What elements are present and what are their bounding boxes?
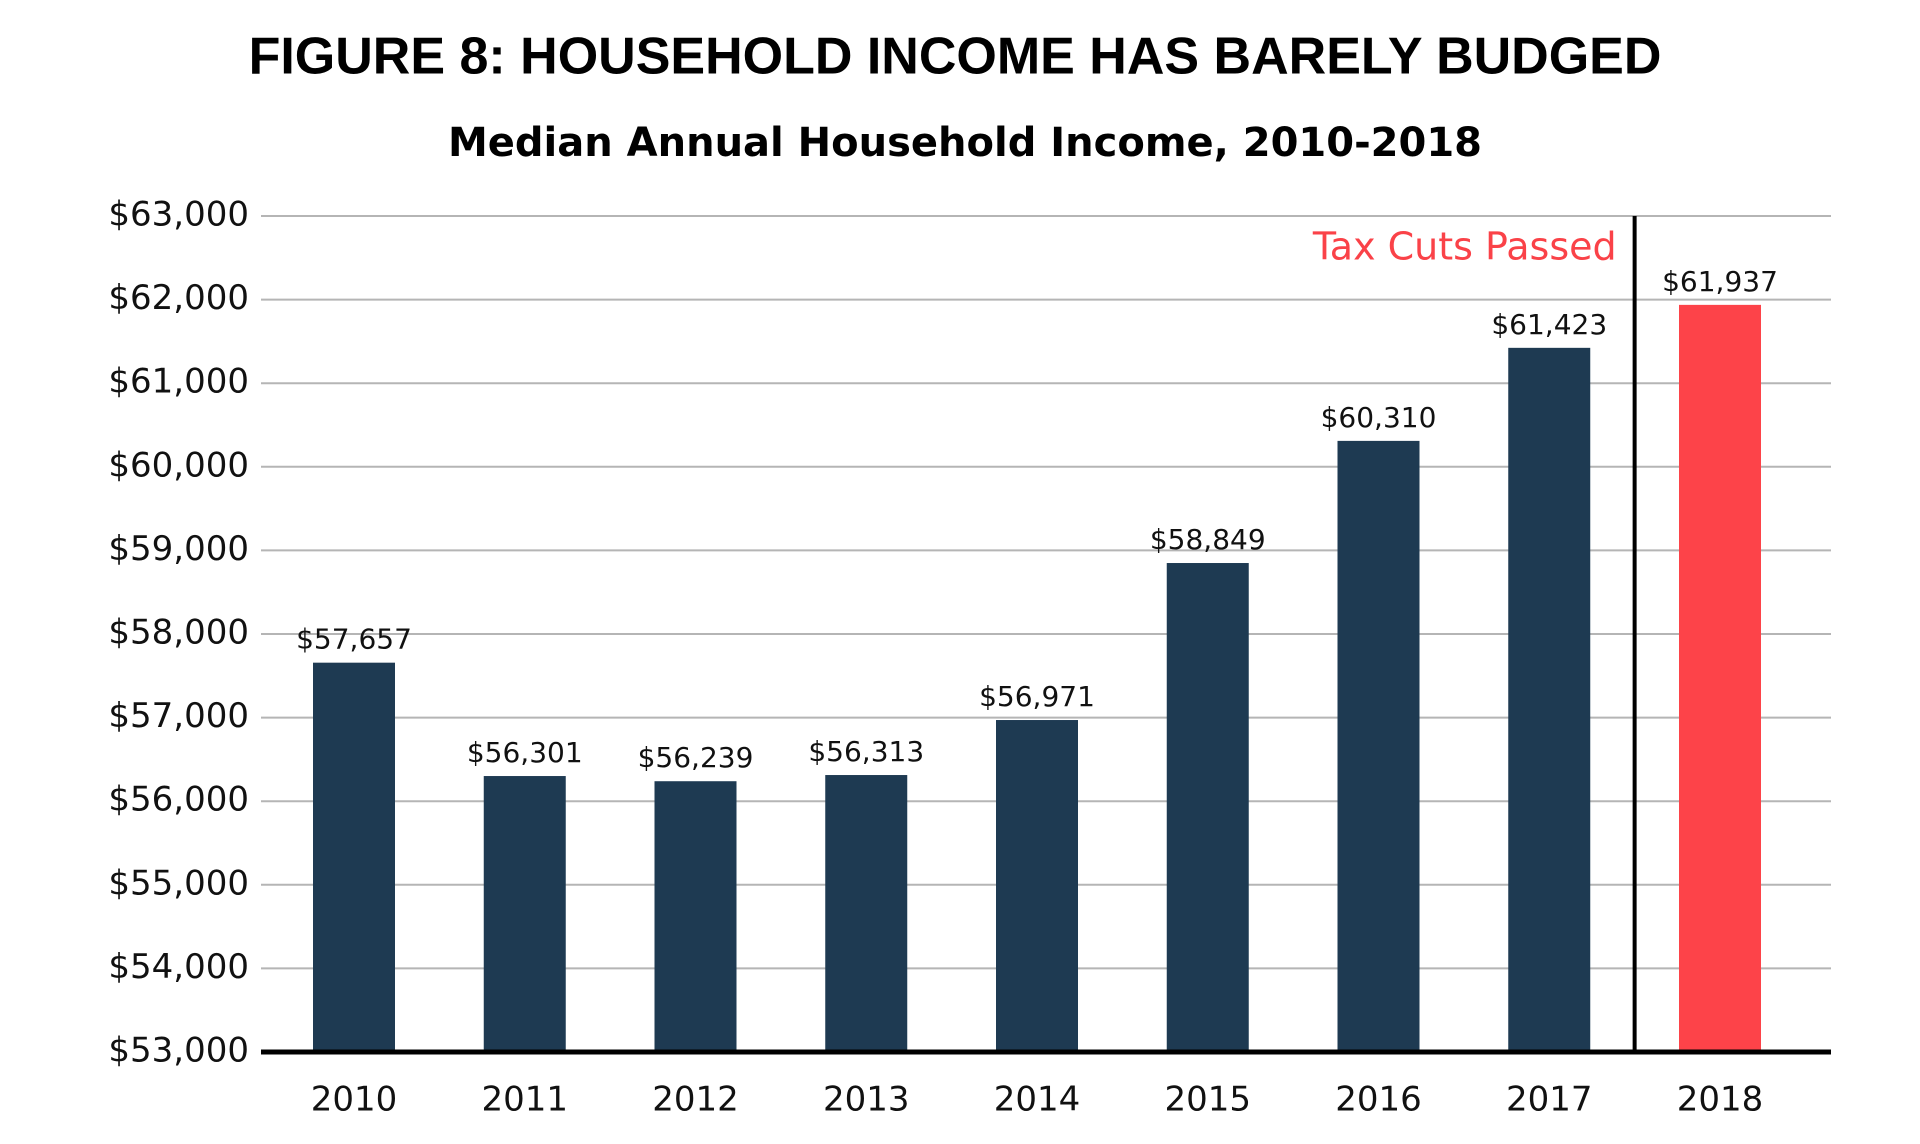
y-tick-label: $56,000	[108, 780, 249, 820]
bar	[313, 662, 395, 1052]
bar	[1679, 304, 1761, 1052]
value-label: $61,423	[1491, 308, 1607, 341]
bar	[825, 775, 908, 1052]
x-tick-label: 2013	[823, 1080, 910, 1120]
y-tick-label: $59,000	[108, 529, 249, 569]
bar	[483, 776, 566, 1052]
annotation: Tax Cuts Passed	[1312, 225, 1617, 269]
y-tick-label: $63,000	[108, 195, 249, 235]
y-tick-label: $61,000	[108, 362, 249, 402]
y-tick-label: $62,000	[108, 278, 249, 318]
y-tick-label: $60,000	[108, 445, 249, 485]
value-label: $57,657	[296, 623, 412, 656]
value-label: $56,971	[979, 680, 1095, 713]
value-label: $58,849	[1150, 523, 1266, 556]
y-tick-label: $57,000	[108, 696, 249, 736]
bar	[1337, 440, 1420, 1052]
bar	[1508, 347, 1591, 1053]
x-tick-label: 2015	[1164, 1080, 1251, 1120]
x-tick-label: 2014	[994, 1080, 1081, 1120]
value-label: $56,301	[467, 736, 583, 769]
x-tick-label: 2011	[481, 1080, 568, 1120]
x-tick-label: 2017	[1506, 1080, 1593, 1120]
y-tick-label: $54,000	[108, 947, 249, 987]
value-label: $56,313	[808, 735, 924, 768]
y-tick-label: $55,000	[108, 863, 249, 903]
value-label: $60,310	[1321, 401, 1437, 434]
chart-title: FIGURE 8: HOUSEHOLD INCOME HAS BARELY BU…	[249, 28, 1662, 86]
x-tick-label: 2018	[1677, 1080, 1764, 1120]
x-tick-label: 2012	[652, 1080, 739, 1120]
x-tick-label: 2016	[1335, 1080, 1422, 1120]
y-tick-label: $53,000	[108, 1031, 249, 1071]
y-tick-label: $58,000	[108, 613, 249, 653]
x-tick-label: 2010	[311, 1080, 398, 1120]
bar	[1166, 563, 1249, 1052]
bar	[996, 720, 1078, 1052]
bar	[654, 781, 737, 1052]
value-label: $56,239	[638, 741, 754, 774]
chart-subtitle: Median Annual Household Income, 2010-201…	[448, 120, 1482, 166]
value-label: $61,937	[1662, 265, 1778, 298]
